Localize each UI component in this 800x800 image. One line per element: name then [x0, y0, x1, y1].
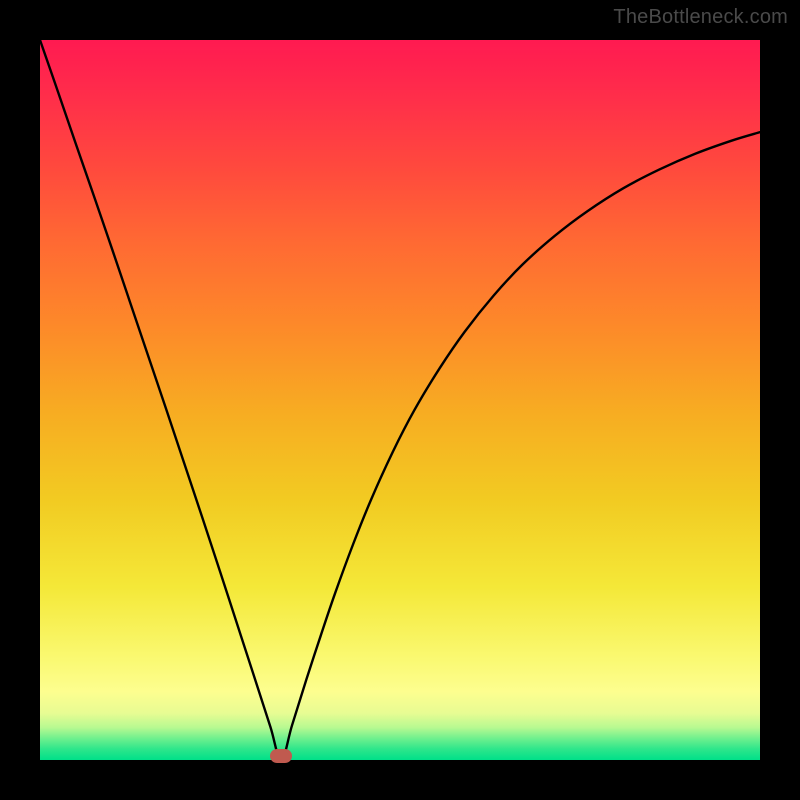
- bottleneck-curve: [40, 40, 760, 760]
- curve-layer: [40, 40, 760, 760]
- plot-area: [40, 40, 760, 760]
- minimum-marker: [270, 749, 292, 763]
- watermark-text: TheBottleneck.com: [613, 6, 788, 29]
